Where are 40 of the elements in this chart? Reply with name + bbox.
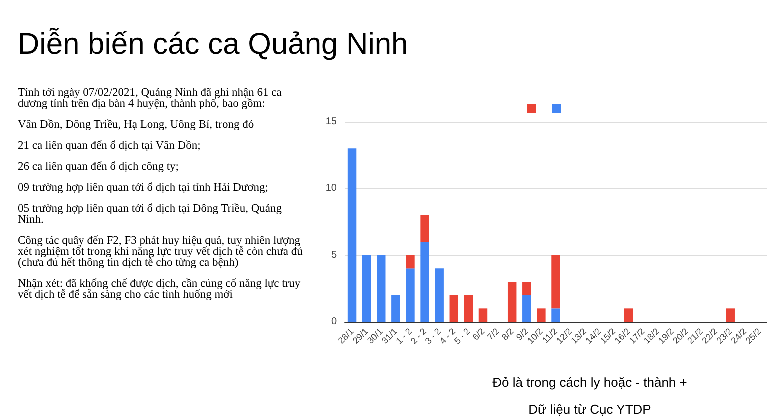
y-tick-label: 15 <box>326 116 338 128</box>
bar <box>624 308 634 322</box>
bar <box>522 282 532 296</box>
bar <box>450 295 459 322</box>
text: 26 ca liên quan đến ổ dịch công ty; <box>18 161 180 173</box>
bar <box>392 295 400 322</box>
bar <box>508 282 517 322</box>
bar <box>552 308 560 322</box>
bar <box>435 268 444 322</box>
x-tick-label: 6/2 <box>470 326 487 342</box>
x-tick-label: 8/2 <box>500 326 516 342</box>
y-tick-label: 5 <box>331 250 338 261</box>
text: Tính tới ngày 07/02/2021, Quảng Ninh đã ghi nhận 61 ca dương tính trên địa bàn 4 huyện, thành phố, bao gồm: <box>18 87 283 110</box>
y-tick-label: 10 <box>326 183 338 194</box>
x-tick-label: 7/2 <box>485 326 502 342</box>
bar <box>478 308 488 322</box>
bar <box>406 268 415 322</box>
bar <box>420 242 430 322</box>
bar <box>377 255 386 322</box>
chart-title: Diễn biến các ca Quảng Ninh <box>18 28 408 62</box>
text: Nhận xét: đã khống chế được dịch, cần củng cố năng lực truy vết dịch tễ để sẵn sàng cho các tình huống mới <box>18 278 302 301</box>
text: 09 trường hợp liên quan tới ổ dịch tại tỉnh Hải Dương; <box>18 182 270 194</box>
bar <box>420 215 430 242</box>
text: 05 trường hợp liên quan tới ổ dịch tại Đông Triều, Quảng Ninh. <box>18 203 284 226</box>
text: Dữ liệu từ Cục YTDP <box>528 402 652 417</box>
bar <box>406 255 415 269</box>
text: Vân Đồn, Đông Triều, Hạ Long, Uông Bí, trong đó <box>18 119 256 131</box>
bar <box>552 255 560 309</box>
text: Đỏ là trong cách ly hoặc - thành + <box>492 375 688 390</box>
bar <box>537 308 546 322</box>
bar <box>726 308 735 322</box>
x-tick-label: 28/1 <box>336 326 356 346</box>
bar <box>464 295 474 322</box>
bar <box>348 148 357 322</box>
text: 21 ca liên quan đến ổ dịch tại Vân Đồn; <box>18 140 202 152</box>
y-tick-label: 0 <box>331 316 338 328</box>
x-tick-label: 9/2 <box>514 326 530 342</box>
bar <box>522 295 532 322</box>
text: Công tác quây đến F2, F3 phát huy hiệu quả, tuy nhiên lượng xét nghiệm tốt trong khi năng lực truy vết dịch tễ còn chưa đủ (chưa đủ hết thông tin dịch tễ cho từng ca bệnh) <box>18 235 304 269</box>
bar <box>362 255 372 322</box>
